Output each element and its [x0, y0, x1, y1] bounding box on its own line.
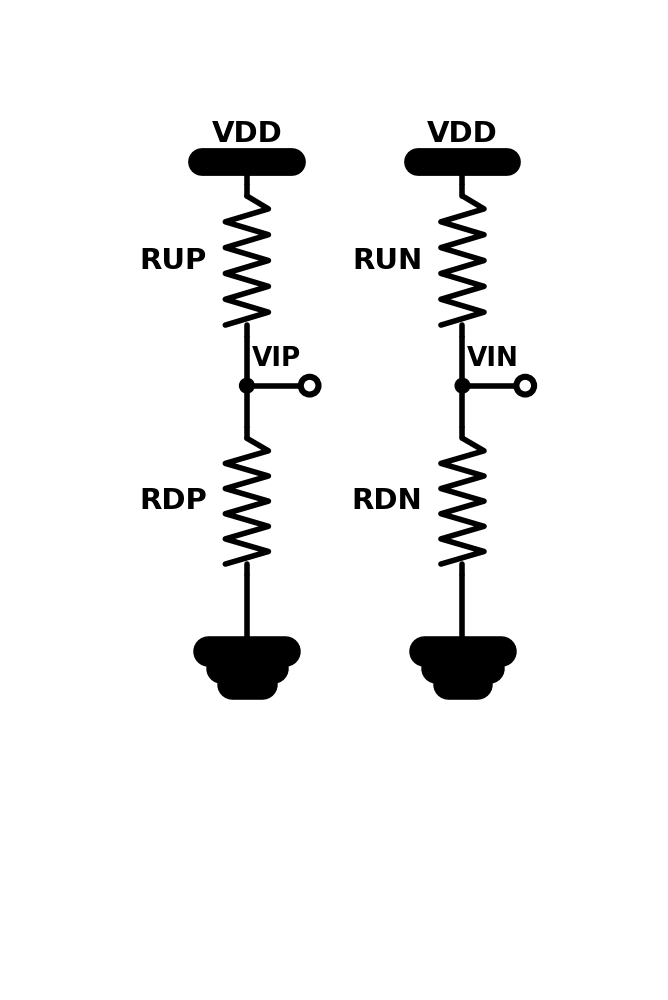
Text: RDP: RDP	[139, 487, 207, 515]
Text: VDD: VDD	[427, 120, 498, 148]
Text: VDD: VDD	[212, 120, 283, 148]
Text: RUP: RUP	[140, 247, 207, 275]
Circle shape	[516, 377, 534, 395]
Text: RUN: RUN	[352, 247, 422, 275]
Circle shape	[240, 378, 255, 393]
Circle shape	[301, 377, 319, 395]
Text: VIN: VIN	[467, 346, 519, 372]
Circle shape	[455, 378, 470, 393]
Text: VIP: VIP	[251, 346, 301, 372]
Text: RDN: RDN	[351, 487, 422, 515]
